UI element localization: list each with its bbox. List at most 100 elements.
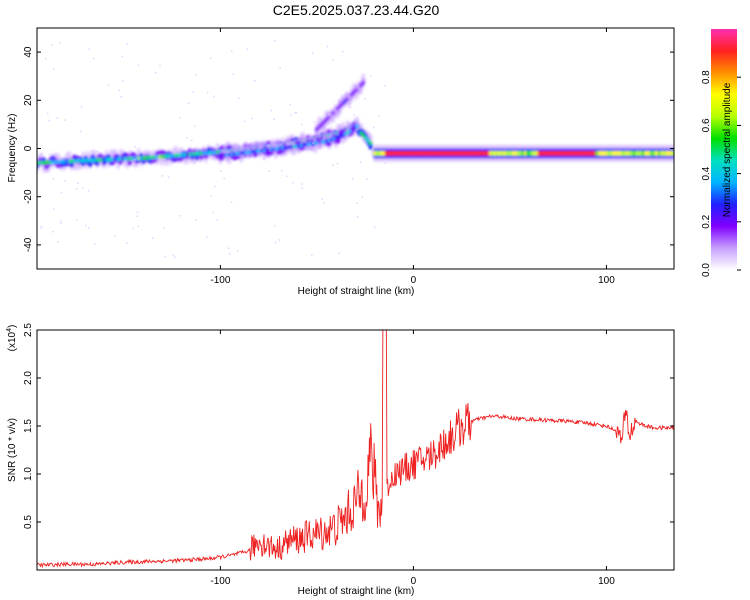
colorbar-tick-label: 0.4 <box>701 166 712 180</box>
colorbar-gradient <box>711 29 737 270</box>
spectrogram-noise-cell <box>191 139 193 142</box>
spectrogram-noise-cell <box>121 80 124 82</box>
spectrogram-ridge <box>217 116 360 165</box>
spectrogram-noise <box>40 40 386 258</box>
spectrogram-noise-cell <box>137 225 140 228</box>
spectrogram-noise-cell <box>194 125 196 127</box>
spectrogram-noise-cell <box>228 247 230 249</box>
spectrogram-noise-cell <box>75 219 78 222</box>
snr-y-label: SNR (10 * v/v) <box>7 418 18 482</box>
colorbar-tick-label: 0.0 <box>701 263 712 277</box>
spectrogram-noise-cell <box>273 118 275 120</box>
spectrogram-noise-cell <box>311 254 313 256</box>
spectrogram-noise-cell <box>40 227 42 229</box>
spectrogram-noise-cell <box>291 181 294 184</box>
spectrogram-noise-cell <box>300 149 303 152</box>
spectrogram-noise-cell <box>75 188 78 190</box>
spectrogram-noise-cell <box>172 254 175 256</box>
spectrogram-noise-cell <box>332 164 334 167</box>
spectrogram-cell <box>335 106 340 111</box>
spectrogram-cell <box>328 113 333 118</box>
x-tick-label: 0 <box>411 275 417 286</box>
y-tick-label: 1.5 <box>23 419 34 433</box>
spectrogram-noise-cell <box>53 68 55 70</box>
snr-x-ticks: -100 0 100 <box>210 330 615 587</box>
spectrogram-noise-cell <box>212 211 214 214</box>
spectrogram-noise-cell <box>195 73 198 76</box>
spectrogram-cell <box>324 118 328 122</box>
spectrogram-noise-cell <box>187 102 190 104</box>
figure-title: C2E5.2025.037.23.44.G20 <box>273 2 440 18</box>
spectrogram-noise-cell <box>80 106 83 108</box>
spectrogram-noise-cell <box>349 101 351 104</box>
colorbar-tick-label: 0.2 <box>701 214 712 228</box>
spectrogram-cell <box>359 83 363 88</box>
spectrogram-noise-cell <box>46 112 49 115</box>
spectrogram-noise-cell <box>238 97 240 100</box>
spectrogram-x-ticks: -100 0 100 <box>210 28 615 286</box>
y-tick-label: 2.0 <box>23 371 34 385</box>
spectrogram-noise-cell <box>194 162 196 164</box>
spectrogram-cell <box>361 81 366 85</box>
spectrogram-cell <box>355 124 359 128</box>
snr-exponent-label: (x104) <box>6 325 18 352</box>
spectrogram-noise-cell <box>274 241 277 244</box>
spectrogram-noise-cell <box>301 123 303 126</box>
spectrogram-noise-cell <box>60 222 63 225</box>
spectrogram-cell <box>352 90 356 95</box>
spectrogram-noise-cell <box>374 226 376 229</box>
spectrogram-noise-cell <box>384 85 386 87</box>
spectrogram-noise-cell <box>273 225 276 227</box>
spectrogram-noise-cell <box>210 195 213 197</box>
snr-y-ticks: 0.5 1.0 1.5 2.0 2.5 <box>23 323 674 529</box>
snr-panel: -100 0 100 0.5 1.0 1.5 2.0 2.5 Height of strai… <box>6 323 675 597</box>
y-tick-label: 2.5 <box>23 323 34 337</box>
spectrogram-cell <box>366 138 371 143</box>
spectrogram-noise-cell <box>107 84 110 87</box>
spectrogram-noise-cell <box>60 191 63 194</box>
spectrogram-noise-cell <box>118 89 121 92</box>
spectrogram-noise-cell <box>246 48 248 51</box>
spectrogram-noise-cell <box>251 117 253 120</box>
spectrogram-noise-cell <box>338 252 340 255</box>
spectrogram-noise-cell <box>336 162 339 165</box>
spectrogram-noise-cell <box>114 235 117 238</box>
spectrogram-noise-cell <box>278 239 281 241</box>
spectrogram-cell <box>331 111 335 115</box>
spectrogram-noise-cell <box>326 45 329 48</box>
spectrogram-noise-cell <box>321 198 323 200</box>
y-tick-label: 1.0 <box>23 467 34 481</box>
spectrogram-noise-cell <box>341 50 344 53</box>
spectrogram-cell <box>349 92 354 97</box>
x-tick-label: -100 <box>210 275 230 286</box>
spectrogram-noise-cell <box>174 256 176 258</box>
spectrogram-cell <box>345 97 349 101</box>
spectrogram-noise-cell <box>96 150 99 153</box>
y-tick-label: 0.5 <box>23 515 34 529</box>
spectrogram-noise-cell <box>263 158 265 160</box>
y-tick-label: 20 <box>23 94 34 106</box>
spectrogram-cell <box>359 131 364 135</box>
x-tick-label: 0 <box>411 576 417 587</box>
spectrogram-noise-cell <box>81 186 84 189</box>
spectrogram-noise-cell <box>353 114 355 116</box>
spectrogram-noise-cell <box>281 169 283 172</box>
y-tick-label: -40 <box>23 237 34 252</box>
spectrogram-noise-cell <box>132 227 134 230</box>
spectrogram-noise-cell <box>295 112 298 114</box>
spectrogram-noise-cell <box>289 103 291 106</box>
spectrogram-cell <box>347 95 352 99</box>
spectrogram-cell <box>361 133 366 138</box>
spectrogram-noise-cell <box>59 220 62 222</box>
spectrogram-noise-cell <box>230 201 233 204</box>
spectrogram-noise-cell <box>243 120 246 123</box>
spectrogram-cell <box>364 136 368 140</box>
spectrogram-cell <box>342 99 347 104</box>
spectrogram-noise-cell <box>206 91 209 94</box>
spectrogram-cell <box>338 104 342 108</box>
snr-frame <box>36 329 675 571</box>
x-tick-label: 100 <box>598 275 615 286</box>
spectrogram-noise-cell <box>40 225 43 228</box>
